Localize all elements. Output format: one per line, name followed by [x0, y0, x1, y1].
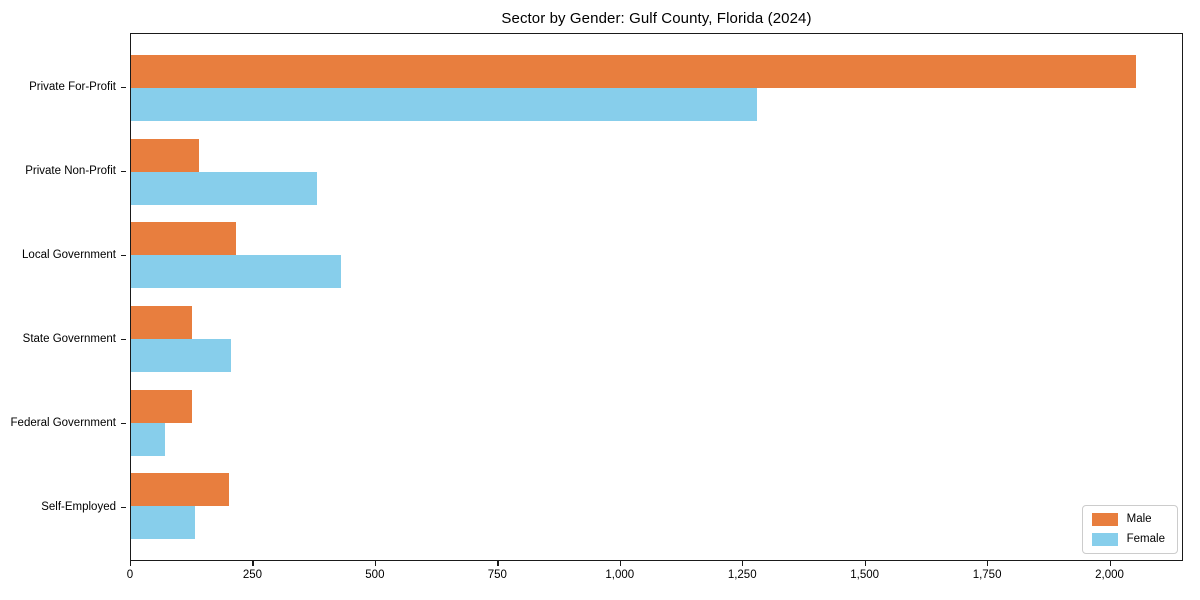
y-label-federal-government: Federal Government	[10, 417, 116, 429]
x-tick-mark	[130, 561, 132, 566]
bar-male-local-government	[131, 222, 237, 256]
x-tick-label-250: 250	[242, 569, 263, 581]
x-tick-label-2-000: 2,000	[1095, 569, 1124, 581]
x-tick-label-1-750: 1,750	[972, 569, 1002, 581]
y-tick-mark	[121, 170, 126, 172]
y-label-private-for-profit: Private For-Profit	[29, 81, 116, 93]
legend-item-male: Male	[1091, 513, 1165, 526]
x-tick-mark	[742, 561, 744, 566]
bar-female-local-government	[131, 255, 342, 289]
bar-male-private-for-profit	[131, 54, 1136, 88]
x-tick-label-500: 500	[365, 569, 385, 581]
y-tick-mark	[121, 254, 126, 256]
bar-female-federal-government	[131, 422, 166, 456]
x-tick-mark	[1109, 561, 1111, 566]
y-label-self-employed: Self-Employed	[41, 501, 116, 513]
y-tick-mark	[121, 338, 126, 340]
x-tick-label-1-500: 1,500	[850, 569, 880, 581]
bar-group-state-government	[131, 297, 1182, 381]
x-tick-label-0: 0	[126, 569, 134, 581]
y-tick-mark	[121, 506, 126, 508]
bar-male-self-employed	[131, 473, 229, 507]
y-label-state-government: State Government	[22, 333, 116, 345]
y-label-private-non-profit: Private Non-Profit	[25, 165, 116, 177]
bar-male-private-non-profit	[131, 138, 200, 172]
x-tick-label-1-250: 1,250	[727, 569, 757, 581]
chart-title: Sector by Gender: Gulf County, Florida (…	[501, 10, 812, 27]
x-tick-mark	[252, 561, 254, 566]
bar-group-private-for-profit	[131, 46, 1182, 130]
x-tick-label-750: 750	[487, 569, 507, 581]
bar-female-self-employed	[131, 506, 195, 540]
x-tick-mark	[497, 561, 499, 566]
bar-group-local-government	[131, 213, 1182, 297]
y-label-local-government: Local Government	[22, 249, 116, 261]
x-tick-label-1-000: 1,000	[605, 569, 635, 581]
x-tick-mark	[619, 561, 621, 566]
bar-group-private-non-profit	[131, 130, 1182, 214]
x-axis: 0 250 500 750 1,000 1,250 1,500 1,750 2,000	[127, 561, 1183, 591]
bar-female-state-government	[131, 338, 232, 372]
legend-item-female: Female	[1091, 533, 1165, 546]
x-tick-mark	[987, 561, 989, 566]
x-tick-mark	[864, 561, 866, 566]
y-tick-mark	[121, 422, 126, 424]
bar-male-federal-government	[131, 389, 193, 423]
x-tick-mark	[374, 561, 377, 566]
legend-swatch-female	[1091, 533, 1118, 546]
bar-female-private-non-profit	[131, 171, 317, 205]
bar-female-private-for-profit	[131, 87, 757, 121]
legend-label-male: Male	[1126, 513, 1152, 525]
y-axis: Private For-Profit Private Non-Profit Loca…	[0, 33, 126, 561]
plot-area: Male Female	[130, 33, 1183, 561]
bar-male-state-government	[131, 305, 193, 339]
y-tick-mark	[121, 86, 126, 88]
legend-swatch-male	[1091, 513, 1118, 526]
legend-label-female: Female	[1126, 533, 1165, 545]
bar-group-self-employed	[131, 464, 1182, 548]
bar-group-federal-government	[131, 381, 1182, 465]
legend: Male Female	[1081, 505, 1178, 554]
